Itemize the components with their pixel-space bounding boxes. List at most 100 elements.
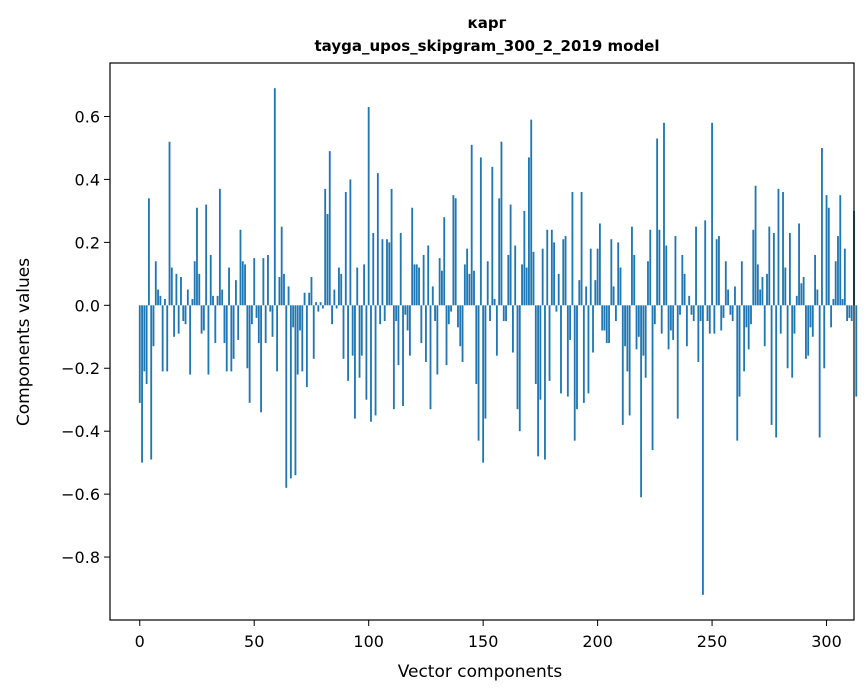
bar	[837, 236, 839, 306]
bar	[740, 261, 743, 306]
bar	[429, 305, 432, 410]
bar	[676, 305, 679, 419]
bar	[569, 305, 572, 340]
bar	[328, 151, 331, 306]
bar	[260, 305, 263, 413]
bar	[450, 305, 453, 312]
y-tick-label: −0.4	[61, 422, 100, 441]
bar	[651, 305, 654, 451]
bar	[177, 305, 180, 334]
bar	[301, 305, 304, 372]
bar	[269, 305, 272, 312]
bar	[816, 289, 819, 306]
bar	[530, 119, 533, 306]
bar	[713, 305, 716, 334]
bar	[141, 305, 143, 463]
x-tick-label: 250	[697, 632, 728, 651]
y-tick-label: 0.2	[75, 233, 100, 252]
bar	[550, 229, 553, 306]
bar	[617, 242, 620, 306]
bar	[214, 305, 217, 344]
bar	[601, 305, 604, 331]
bar	[841, 299, 844, 306]
x-tick-label: 100	[353, 632, 384, 651]
bar	[855, 305, 858, 397]
bar	[422, 254, 425, 306]
bar	[202, 305, 205, 331]
bar	[228, 267, 230, 306]
bar	[370, 305, 372, 422]
bar	[750, 305, 752, 325]
bar	[209, 254, 212, 306]
y-tick-label: 0.4	[75, 170, 100, 189]
bar	[248, 305, 251, 403]
bar	[718, 236, 720, 306]
bar	[763, 305, 766, 347]
bar	[388, 242, 391, 306]
bar	[633, 254, 636, 306]
bar	[354, 305, 356, 419]
bar	[237, 305, 240, 340]
bar	[589, 248, 592, 306]
bar	[697, 305, 700, 362]
bar	[257, 305, 260, 344]
bar	[761, 276, 764, 306]
bar	[276, 305, 279, 372]
bar	[484, 305, 487, 419]
bar	[200, 305, 203, 334]
bar	[372, 232, 375, 306]
bar	[557, 273, 560, 306]
bar	[317, 305, 320, 312]
bar	[587, 305, 590, 394]
bar	[821, 147, 823, 306]
bar	[267, 254, 269, 306]
bar	[786, 305, 789, 369]
bar	[695, 226, 697, 306]
bar	[182, 305, 185, 322]
bar	[273, 88, 276, 306]
plot-frame	[109, 62, 855, 621]
bar	[711, 122, 713, 306]
bar	[640, 305, 643, 498]
bar	[612, 286, 615, 306]
bar	[505, 305, 507, 322]
bar	[509, 204, 512, 306]
x-axis-label: Vector components	[398, 662, 563, 682]
bar	[294, 305, 297, 476]
bar	[756, 264, 759, 306]
bar	[830, 305, 833, 328]
bar	[759, 289, 762, 306]
bar	[340, 273, 343, 306]
bar	[782, 192, 784, 306]
bar	[333, 289, 336, 306]
bar	[441, 270, 443, 306]
bar	[477, 305, 480, 441]
bar	[184, 305, 187, 325]
bar	[539, 305, 542, 400]
bar	[310, 276, 313, 306]
x-tick-label: 50	[244, 632, 264, 651]
y-tick-label: 0.0	[75, 296, 100, 315]
bar	[315, 302, 317, 306]
bar	[802, 276, 805, 306]
bar	[212, 295, 214, 306]
bar	[351, 305, 354, 356]
bar	[555, 305, 558, 312]
bar	[170, 267, 173, 306]
bar	[164, 299, 166, 306]
bar	[168, 141, 171, 306]
bar	[610, 239, 613, 306]
bar	[392, 305, 395, 410]
bar	[436, 305, 439, 375]
bar	[805, 305, 807, 359]
bar	[690, 305, 693, 315]
bar	[798, 223, 800, 306]
bar	[534, 305, 537, 384]
bar	[466, 248, 469, 306]
bar	[285, 305, 288, 488]
bar	[592, 305, 594, 353]
bar	[791, 305, 794, 378]
bar	[582, 305, 585, 403]
bar	[223, 305, 226, 344]
